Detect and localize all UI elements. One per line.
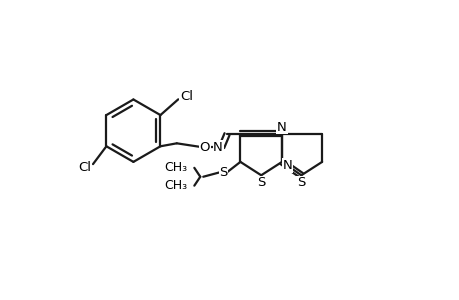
Text: Cl: Cl — [78, 161, 91, 175]
Text: Cl: Cl — [179, 90, 192, 103]
Text: N: N — [213, 140, 223, 154]
Text: N: N — [282, 159, 291, 172]
Text: CH₃: CH₃ — [163, 161, 186, 174]
Text: CH₃: CH₃ — [163, 179, 186, 192]
Text: S: S — [297, 176, 305, 189]
Text: S: S — [257, 176, 265, 189]
Text: N: N — [276, 121, 286, 134]
Text: O: O — [199, 140, 209, 154]
Text: S: S — [219, 166, 227, 179]
